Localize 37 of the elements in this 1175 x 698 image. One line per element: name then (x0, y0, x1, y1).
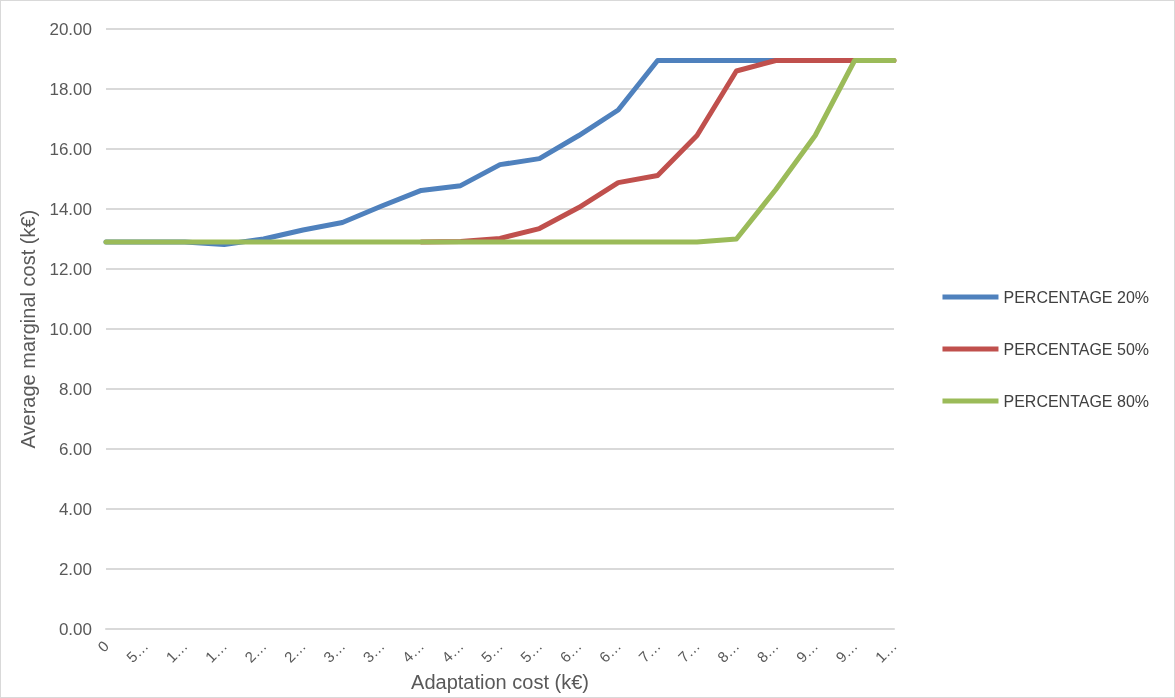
x-tick-label: 5… (516, 637, 546, 666)
legend-label: PERCENTAGE 80% (1003, 392, 1150, 410)
y-tick-label: 0.00 (58, 619, 92, 639)
x-tick-label: 8… (713, 637, 743, 666)
x-tick-label: 9… (832, 637, 861, 666)
x-tick-label: 4… (438, 637, 467, 666)
x-tick-label: 9… (792, 637, 822, 666)
y-tick-label: 16.00 (49, 139, 92, 159)
y-tick-label: 18.00 (49, 79, 92, 99)
x-tick-label: 7… (635, 637, 664, 666)
x-tick-label: 0 (94, 637, 113, 656)
y-tick-label: 12.00 (49, 259, 92, 279)
x-tick-label: 5… (477, 637, 507, 666)
y-tick-label: 8.00 (58, 379, 92, 399)
x-tick-label: 1… (162, 637, 191, 666)
y-tick-label: 14.00 (49, 199, 92, 219)
y-tick-label: 6.00 (58, 439, 92, 459)
legend-label: PERCENTAGE 50% (1003, 340, 1150, 358)
x-tick-label: 5… (122, 637, 152, 666)
y-tick-label: 4.00 (58, 499, 92, 519)
x-tick-label: 4… (398, 637, 428, 666)
x-tick-label: 3… (359, 637, 388, 666)
x-tick-label: 1… (201, 637, 231, 666)
x-tick-label: 3… (319, 637, 349, 666)
x-tick-label: 8… (753, 637, 782, 666)
x-tick-label: 1… (871, 637, 901, 666)
x-tick-label: 2… (241, 637, 270, 666)
y-axis-title: Average marginal cost (k€) (17, 209, 39, 449)
x-tick-label: 6… (595, 637, 625, 666)
x-tick-label: 2… (280, 637, 310, 666)
x-axis-title: Adaptation cost (k€) (411, 671, 589, 693)
x-tick-label: 6… (556, 637, 585, 666)
y-tick-label: 10.00 (49, 319, 92, 339)
legend-label: PERCENTAGE 20% (1003, 288, 1150, 306)
x-tick-label: 7… (674, 637, 704, 666)
y-tick-label: 20.00 (49, 19, 92, 39)
y-tick-label: 2.00 (58, 559, 92, 579)
